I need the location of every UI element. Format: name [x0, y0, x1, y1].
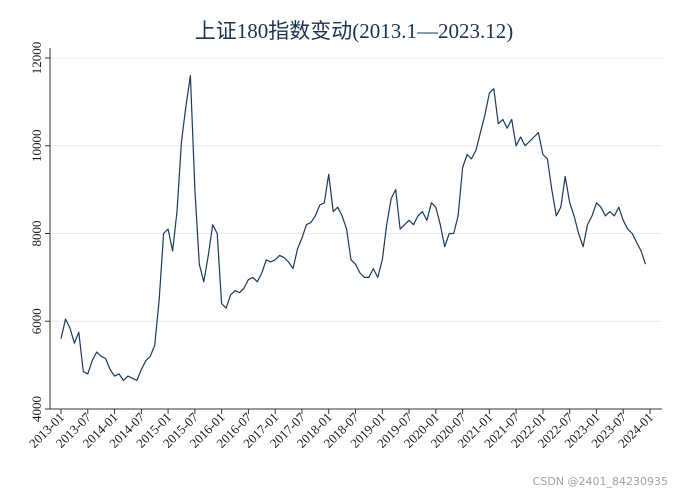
axes — [45, 48, 662, 414]
gridlines — [50, 57, 662, 410]
index-series-line — [60, 74, 647, 382]
y-tick-label: 10000 — [29, 130, 44, 163]
y-tick-labels: 4000 6000 8000 10000 12000 — [29, 42, 44, 422]
watermark: CSDN @2401_84230935 — [532, 475, 668, 488]
series-layer — [60, 74, 647, 382]
y-tick-label: 12000 — [29, 42, 44, 75]
x-tick-labels: 2013-012013-072014-012014-072015-012015-… — [26, 409, 656, 451]
y-tick-label: 4000 — [29, 396, 44, 422]
y-tick-label: 8000 — [29, 221, 44, 247]
chart-title: 上证180指数变动(2013.1—2023.12) — [195, 19, 514, 43]
y-tick-label: 6000 — [29, 308, 44, 334]
